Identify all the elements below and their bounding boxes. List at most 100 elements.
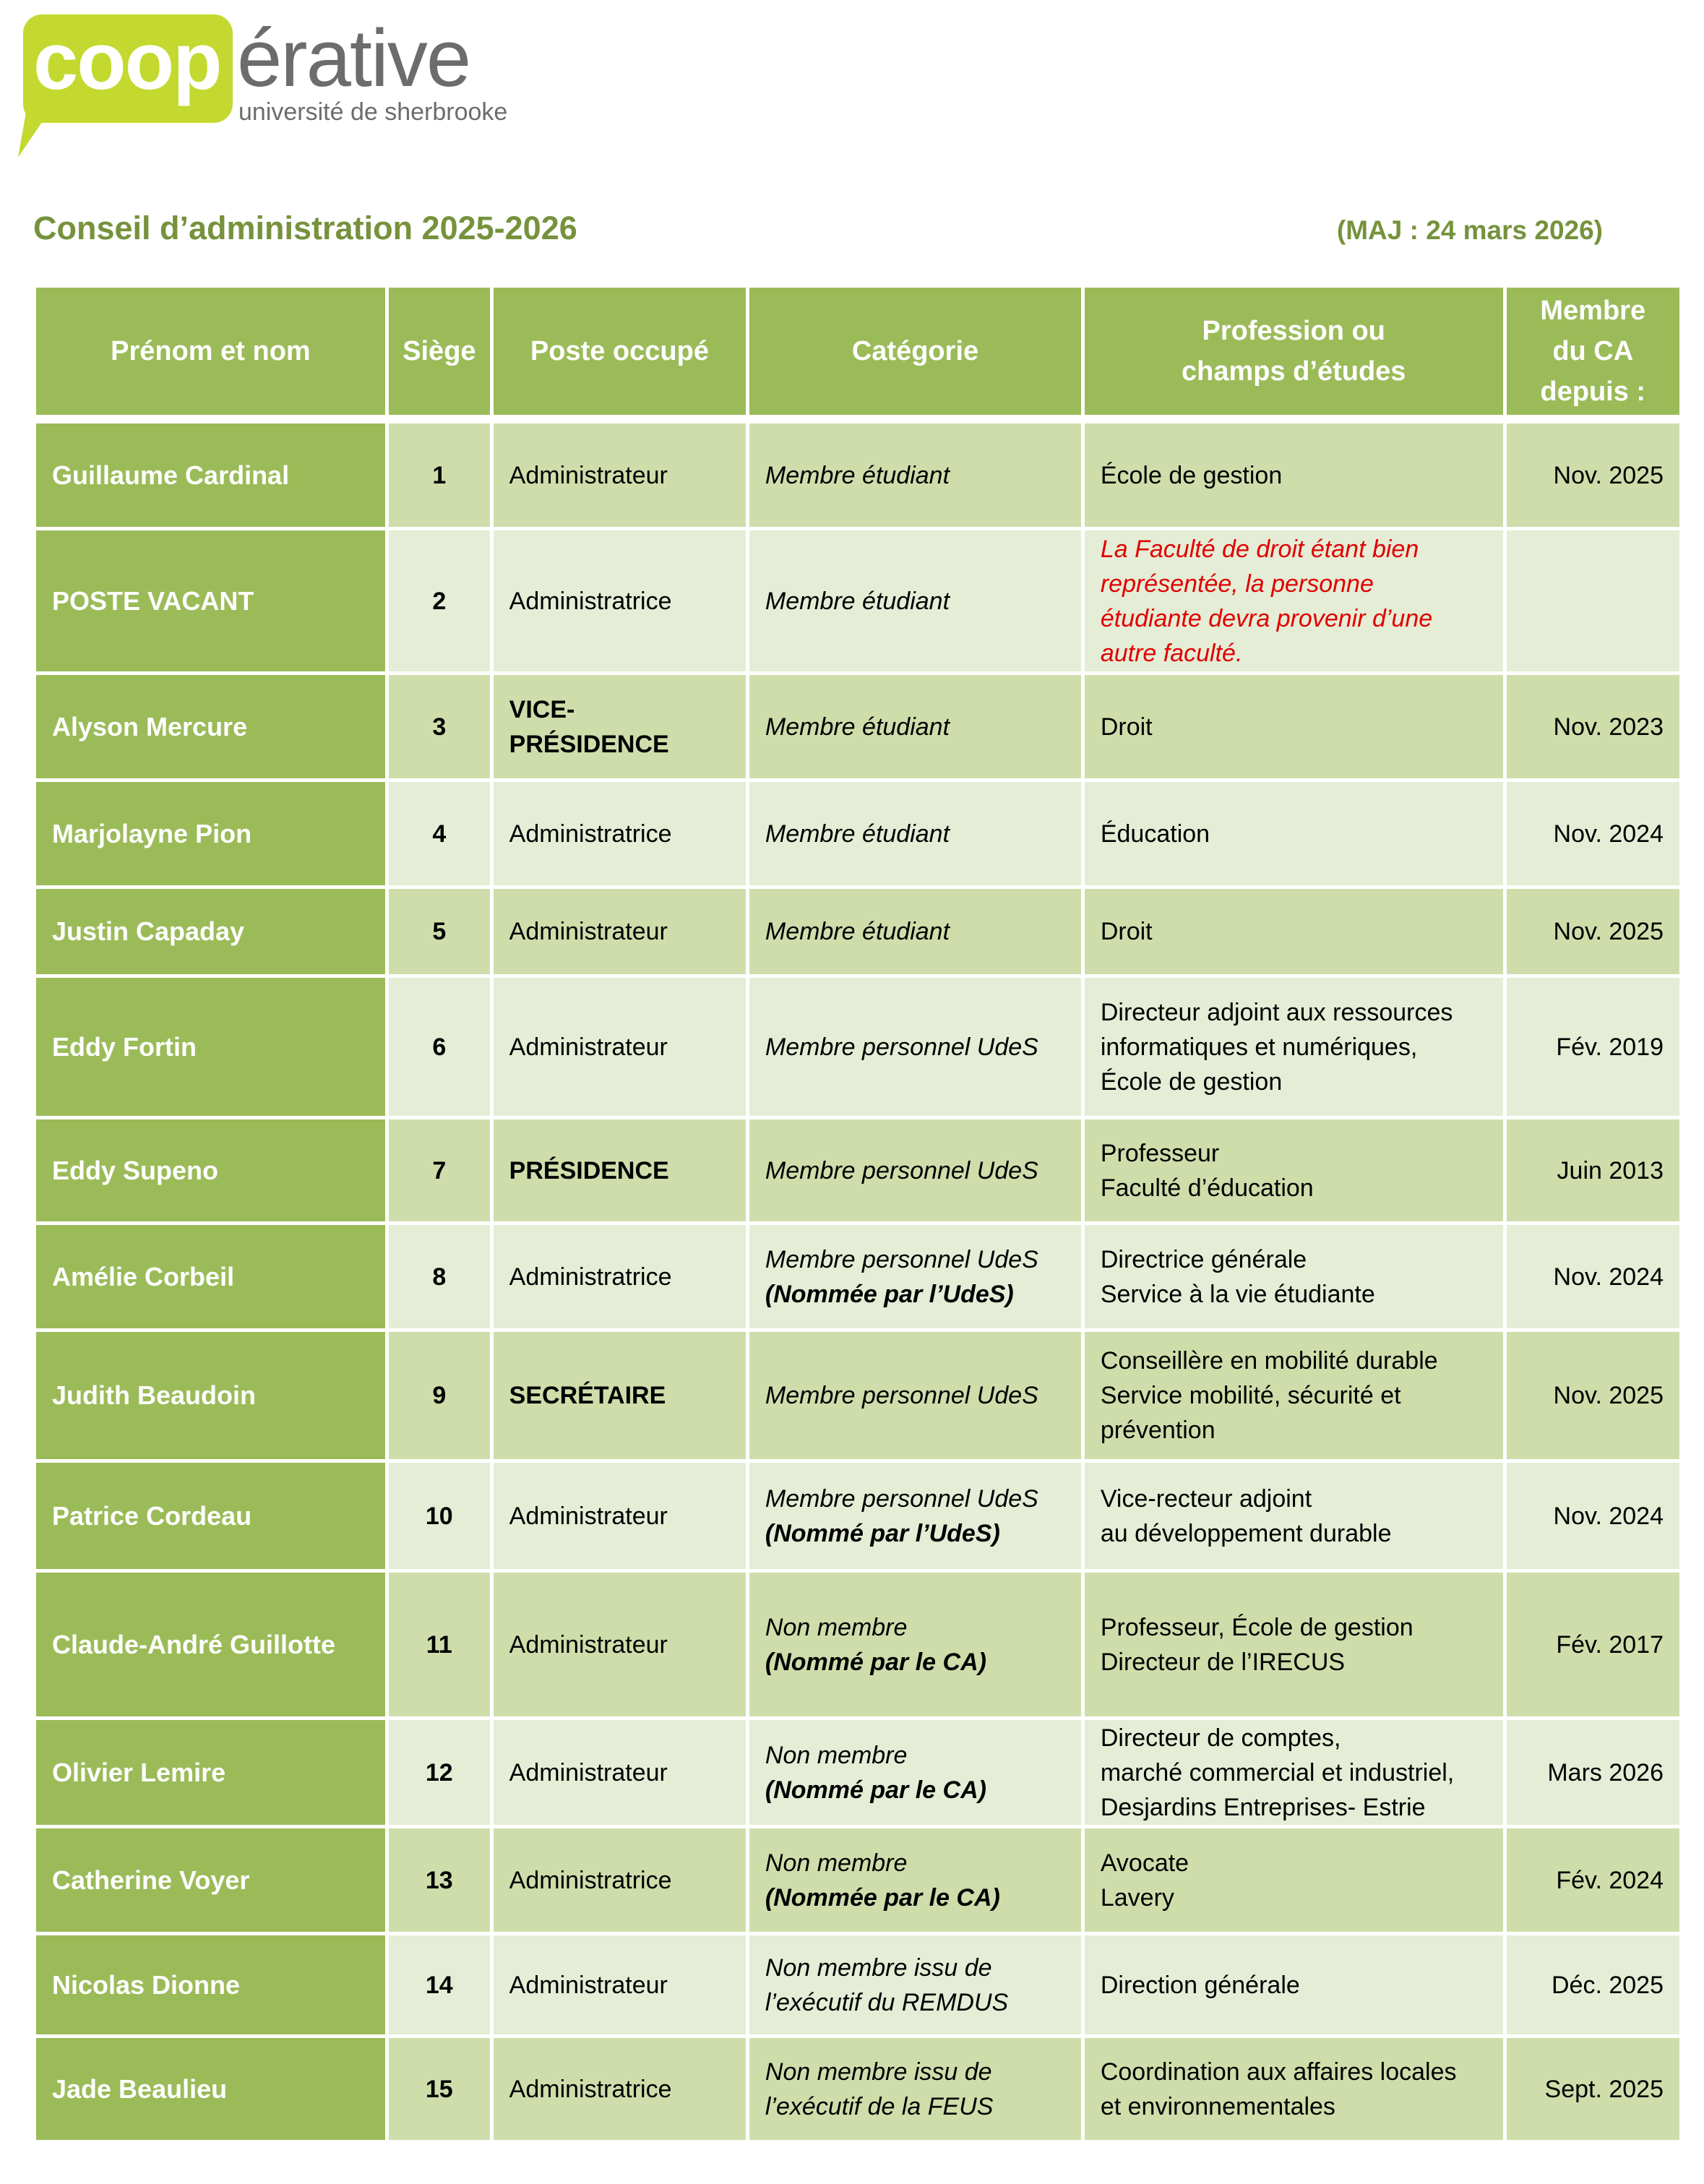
cell-line: autre faculté. — [1100, 639, 1243, 667]
member-name: Claude-André Guillotte — [36, 1573, 385, 1716]
column-header-line: Membre — [1540, 296, 1646, 326]
cell-line: Conseillère en mobilité durable — [1100, 1347, 1438, 1375]
cell-line: Directrice générale — [1100, 1245, 1307, 1273]
cell-line: Membre personnel UdeS — [765, 1156, 1038, 1185]
position: Administratrice — [493, 1225, 746, 1328]
member-since: Fév. 2019 — [1506, 978, 1679, 1116]
member-name: Guillaume Cardinal — [36, 424, 385, 527]
cell-line: (Nommée par le CA) — [765, 1883, 1000, 1912]
profession: Droit — [1084, 889, 1503, 974]
cell-line: Membre étudiant — [765, 713, 950, 741]
member-since: Nov. 2025 — [1506, 889, 1679, 974]
cell-line: Lavery — [1100, 1883, 1174, 1912]
logo-subtitle: université de sherbrooke — [238, 98, 508, 126]
table-row: Eddy Supeno 7 PRÉSIDENCE Membre personnel U… — [36, 1119, 1679, 1221]
member-since: Déc. 2025 — [1506, 1935, 1679, 2034]
position: SECRÉTAIRE — [493, 1332, 746, 1459]
cell-line: l’exécutif de la FEUS — [765, 2092, 994, 2120]
cell-line: Membre étudiant — [765, 461, 950, 489]
table-row: Amélie Corbeil 8 Administratrice Membre per… — [36, 1225, 1679, 1328]
cell-line: Non membre — [765, 1741, 908, 1769]
category: Non membre (Nommée par le CA) — [749, 1828, 1081, 1932]
member-name: Alyson Mercure — [36, 675, 385, 778]
profession: Professeur, École de gestion Directeur de… — [1084, 1573, 1503, 1716]
member-name: Eddy Supeno — [36, 1119, 385, 1221]
cell-line: informatiques et numériques, — [1100, 1033, 1418, 1061]
cell-line: Non membre — [765, 1849, 908, 1877]
table-row: Nicolas Dionne 14 Administrateur Non membre… — [36, 1935, 1679, 2034]
profession: La Faculté de droit étant bien représenté… — [1084, 530, 1503, 671]
logo-bubble — [23, 14, 233, 123]
cell-line: Membre étudiant — [765, 918, 950, 945]
cell-line: Direction générale — [1100, 1971, 1300, 1999]
table-row: POSTE VACANT 2 Administratrice Membre étudi… — [36, 530, 1679, 671]
profession: Directeur adjoint aux ressources informat… — [1084, 978, 1503, 1116]
column-header: Poste occupé — [493, 288, 746, 415]
table-row: Jade Beaulieu 15 Administratrice Non membre… — [36, 2038, 1679, 2140]
category: Non membre (Nommé par le CA) — [749, 1573, 1081, 1716]
member-name: Amélie Corbeil — [36, 1225, 385, 1328]
table-row: Justin Capaday 5 Administrateur Membre étud… — [36, 889, 1679, 974]
profession: École de gestion — [1084, 424, 1503, 527]
category: Membre étudiant — [749, 889, 1081, 974]
cell-line: (Nommé par le CA) — [765, 1776, 986, 1804]
column-header-line: depuis : — [1540, 377, 1646, 407]
position: Administratrice — [493, 2038, 746, 2140]
cell-line: Service mobilité, sécurité et — [1100, 1382, 1401, 1409]
cell-line: École de gestion — [1100, 461, 1283, 489]
position: Administrateur — [493, 978, 746, 1116]
cell-line: Avocate — [1100, 1849, 1189, 1877]
member-since: Sept. 2025 — [1506, 2038, 1679, 2140]
seat-number: 10 — [388, 1463, 490, 1569]
table-row: Catherine Voyer 13 Administratrice Non memb… — [36, 1828, 1679, 1932]
member-name: Jade Beaulieu — [36, 2038, 385, 2140]
cell-line: Faculté d’éducation — [1100, 1174, 1314, 1202]
member-name: Olivier Lemire — [36, 1720, 385, 1825]
cell-line: Directeur de comptes, — [1100, 1724, 1341, 1752]
seat-number: 1 — [388, 424, 490, 527]
seat-number: 3 — [388, 675, 490, 778]
cell-line: (Nommé par l’UdeS) — [765, 1519, 1000, 1547]
cooperative-logo: coop érative université de sherbrooke — [17, 13, 528, 158]
member-name: Judith Beaudoin — [36, 1332, 385, 1459]
category: Membre étudiant — [749, 782, 1081, 885]
column-header: Prénom et nom — [36, 288, 385, 415]
table-row: Marjolayne Pion 4 Administratrice Membre ét… — [36, 782, 1679, 885]
profession: Avocate Lavery — [1084, 1828, 1503, 1932]
table-row: Alyson Mercure 3 VICE-PRÉSIDENCE Membre étu… — [36, 675, 1679, 778]
cell-line: Membre personnel UdeS — [765, 1484, 1038, 1513]
profession: Vice-recteur adjoint au développement dur… — [1084, 1463, 1503, 1569]
cell-line: Directeur adjoint aux ressources — [1100, 998, 1453, 1026]
cell-line: Membre personnel UdeS — [765, 1382, 1038, 1409]
member-name: Eddy Fortin — [36, 978, 385, 1116]
seat-number: 6 — [388, 978, 490, 1116]
category: Membre personnel UdeS — [749, 1119, 1081, 1221]
board-table: Prénom et nom Siège Poste occupé Catégorie P… — [36, 288, 1679, 2144]
profession: Conseillère en mobilité durable Service m… — [1084, 1332, 1503, 1459]
member-since: Nov. 2023 — [1506, 675, 1679, 778]
position: PRÉSIDENCE — [493, 1119, 746, 1221]
table-row: Eddy Fortin 6 Administrateur Membre personn… — [36, 978, 1679, 1116]
category: Non membre (Nommé par le CA) — [749, 1720, 1081, 1825]
table-header-row: Prénom et nom Siège Poste occupé Catégorie P… — [36, 288, 1679, 415]
cell-line: Membre étudiant — [765, 587, 950, 615]
cell-line: (Nommée par l’UdeS) — [765, 1280, 1014, 1308]
column-header-line: Poste occupé — [530, 336, 709, 366]
position: Administrateur — [493, 1720, 746, 1825]
seat-number: 13 — [388, 1828, 490, 1932]
profession: Directeur de comptes, marché commercial e… — [1084, 1720, 1503, 1825]
position: VICE-PRÉSIDENCE — [493, 675, 746, 778]
column-header: Siège — [388, 288, 490, 415]
position: Administrateur — [493, 1935, 746, 2034]
member-name: Nicolas Dionne — [36, 1935, 385, 2034]
table-row: Judith Beaudoin 9 SECRÉTAIRE Membre personn… — [36, 1332, 1679, 1459]
column-header-line: du CA — [1552, 336, 1634, 366]
column-header-line: Prénom et nom — [111, 336, 311, 366]
profession: Directrice générale Service à la vie étud… — [1084, 1225, 1503, 1328]
category: Membre étudiant — [749, 424, 1081, 527]
seat-number: 2 — [388, 530, 490, 671]
category: Non membre issu de l’exécutif de la FEUS — [749, 2038, 1081, 2140]
cell-line: Desjardins Entreprises- Estrie — [1100, 1793, 1426, 1821]
column-header-line: Profession ou — [1202, 316, 1385, 346]
update-date: (MAJ : 24 mars 2026) — [1336, 215, 1603, 245]
